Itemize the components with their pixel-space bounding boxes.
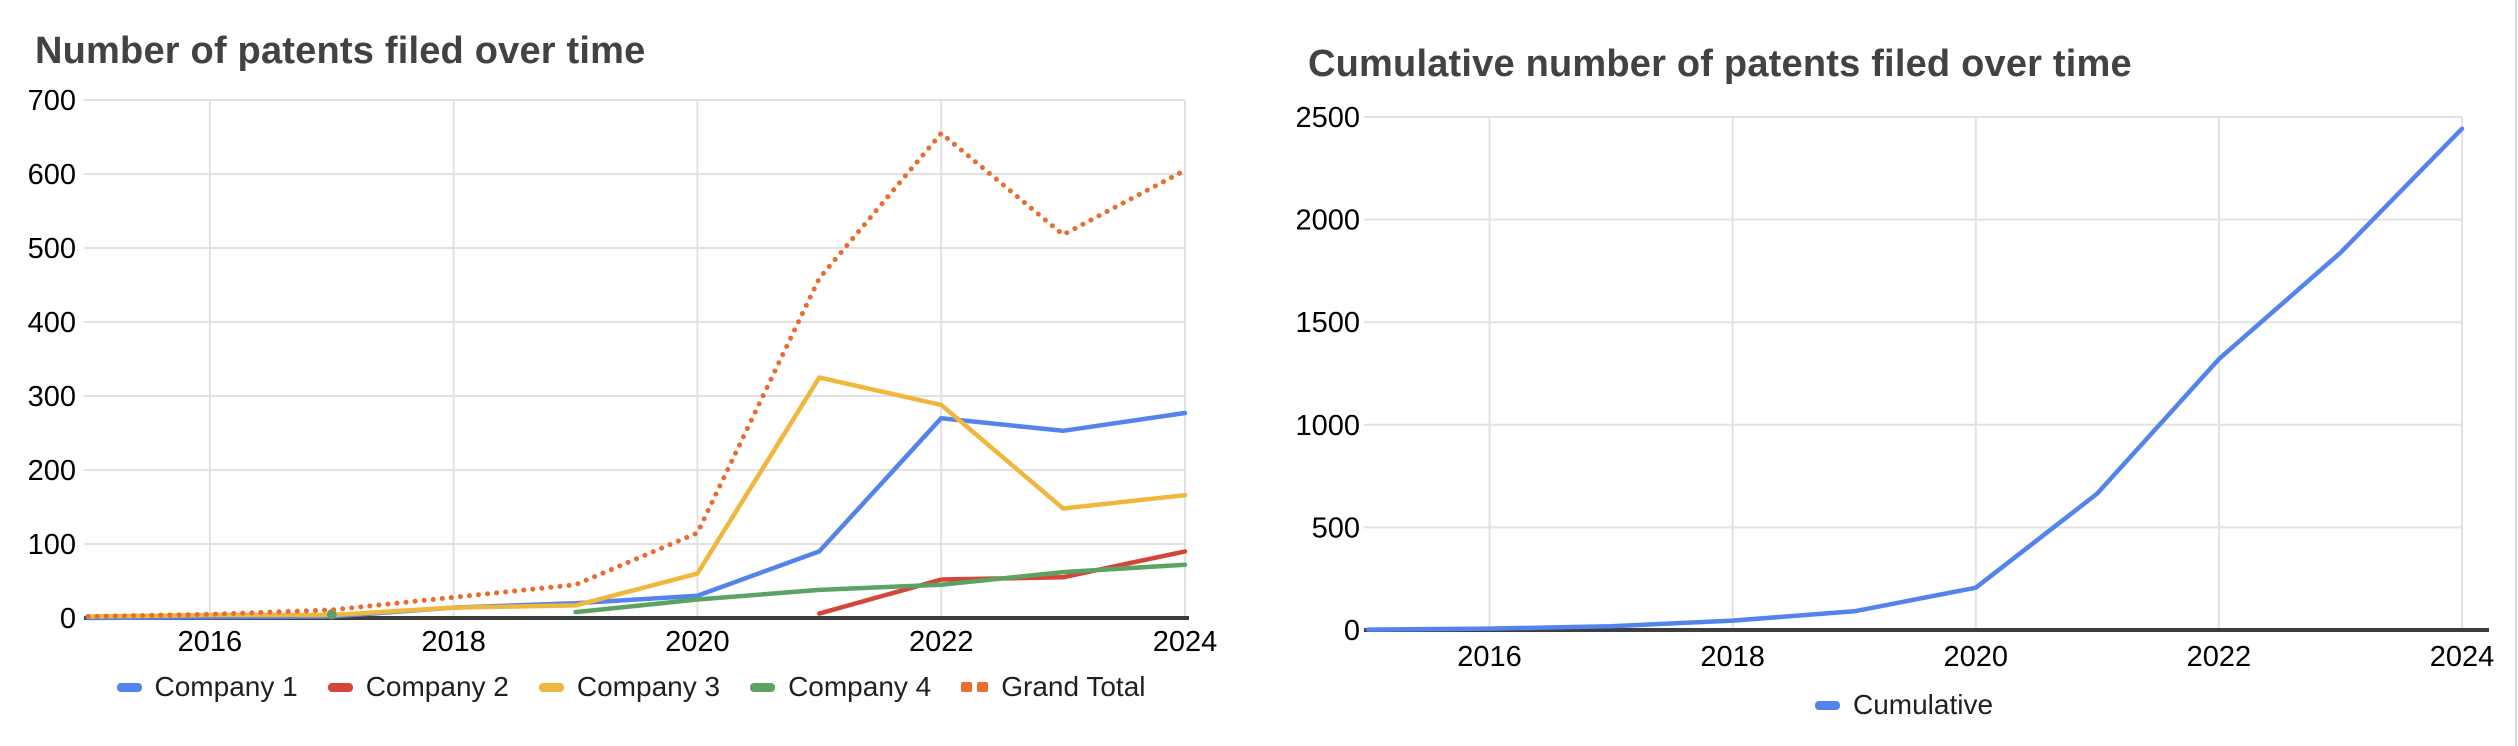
x-tick-label: 2020 [665, 626, 730, 658]
series-line-cumulative [1365, 126, 2465, 632]
y-tick-label: 2500 [1295, 102, 1360, 134]
legend-label: Grand Total [1001, 671, 1146, 702]
patents-per-year-chart-card[interactable]: Number of patents filed over time 0 100 20… [0, 0, 1262, 746]
legend-swatch-dash [961, 682, 973, 692]
y-tick-label: 300 [28, 381, 76, 413]
cumulative-patents-plot: 0 500 1000 1500 2000 2500 2016 2018 2020 2022 2024 [1295, 102, 2495, 673]
legend-label: Company 2 [365, 671, 509, 702]
x-tick-label: 2020 [1944, 641, 2009, 673]
series-line-company-3 [85, 375, 1188, 619]
canvas-right-border [2515, 0, 2517, 746]
series-line-company-2 [817, 549, 1188, 616]
patents-per-year-plot: 0 100 200 300 400 500 600 700 2016 2018 2020 2022 20… [28, 85, 1218, 658]
legend-item-company-3: Company 3 [538, 670, 721, 704]
series-line-grand-total [85, 130, 1188, 619]
y-tick-label: 1500 [1295, 307, 1360, 339]
legend-item-company-2: Company 2 [327, 670, 509, 704]
legend: Company 1 Company 2 Company 3 Company 4 Gran… [0, 670, 1262, 704]
y-tick-label: 500 [1312, 512, 1360, 544]
y-tick-label: 100 [28, 529, 76, 561]
legend-item-company-4: Company 4 [750, 670, 931, 704]
legend-swatch-company-3 [538, 682, 564, 692]
x-tick-label: 2022 [2187, 641, 2252, 673]
x-tick-label: 2024 [1153, 626, 1218, 658]
legend-swatch-grand-total [961, 682, 989, 692]
legend-label: Company 1 [154, 671, 298, 702]
legend-swatch-company-1 [116, 682, 142, 692]
series-line-company-4 [573, 562, 1188, 615]
cumulative-patents-chart-card[interactable]: Cumulative number of patents filed over … [1290, 0, 2518, 746]
x-tick-label: 2016 [178, 626, 243, 658]
x-tick-label: 2018 [421, 626, 486, 658]
x-tick-label: 2022 [909, 626, 974, 658]
x-tick-label: 2024 [2430, 641, 2495, 673]
legend-swatch-cumulative [1814, 700, 1840, 710]
legend-label: Cumulative [1852, 689, 1994, 720]
y-tick-label: 1000 [1295, 410, 1360, 442]
y-tick-label: 500 [28, 233, 76, 265]
legend-item-grand-total: Grand Total [961, 670, 1146, 704]
legend: Cumulative [1290, 688, 2518, 722]
y-tick-label: 400 [28, 307, 76, 339]
page-title: Number of patents filed over time [35, 30, 646, 72]
y-tick-label: 200 [28, 455, 76, 487]
legend-swatch-company-4 [750, 682, 776, 692]
legend-swatch-dash [977, 682, 989, 692]
y-tick-label: 600 [28, 159, 76, 191]
y-tick-label: 0 [1344, 615, 1360, 647]
legend-item-company-1: Company 1 [116, 670, 298, 704]
x-tick-label: 2018 [1700, 641, 1765, 673]
legend-swatch-company-2 [327, 682, 353, 692]
y-tick-label: 2000 [1295, 205, 1360, 237]
legend-item-cumulative: Cumulative [1814, 688, 1994, 722]
y-tick-label: 700 [28, 85, 76, 117]
x-tick-label: 2016 [1457, 641, 1522, 673]
y-tick-label: 0 [60, 603, 76, 635]
legend-label: Company 4 [788, 671, 932, 702]
page-title: Cumulative number of patents filed over … [1308, 43, 2132, 85]
legend-label: Company 3 [576, 671, 721, 702]
